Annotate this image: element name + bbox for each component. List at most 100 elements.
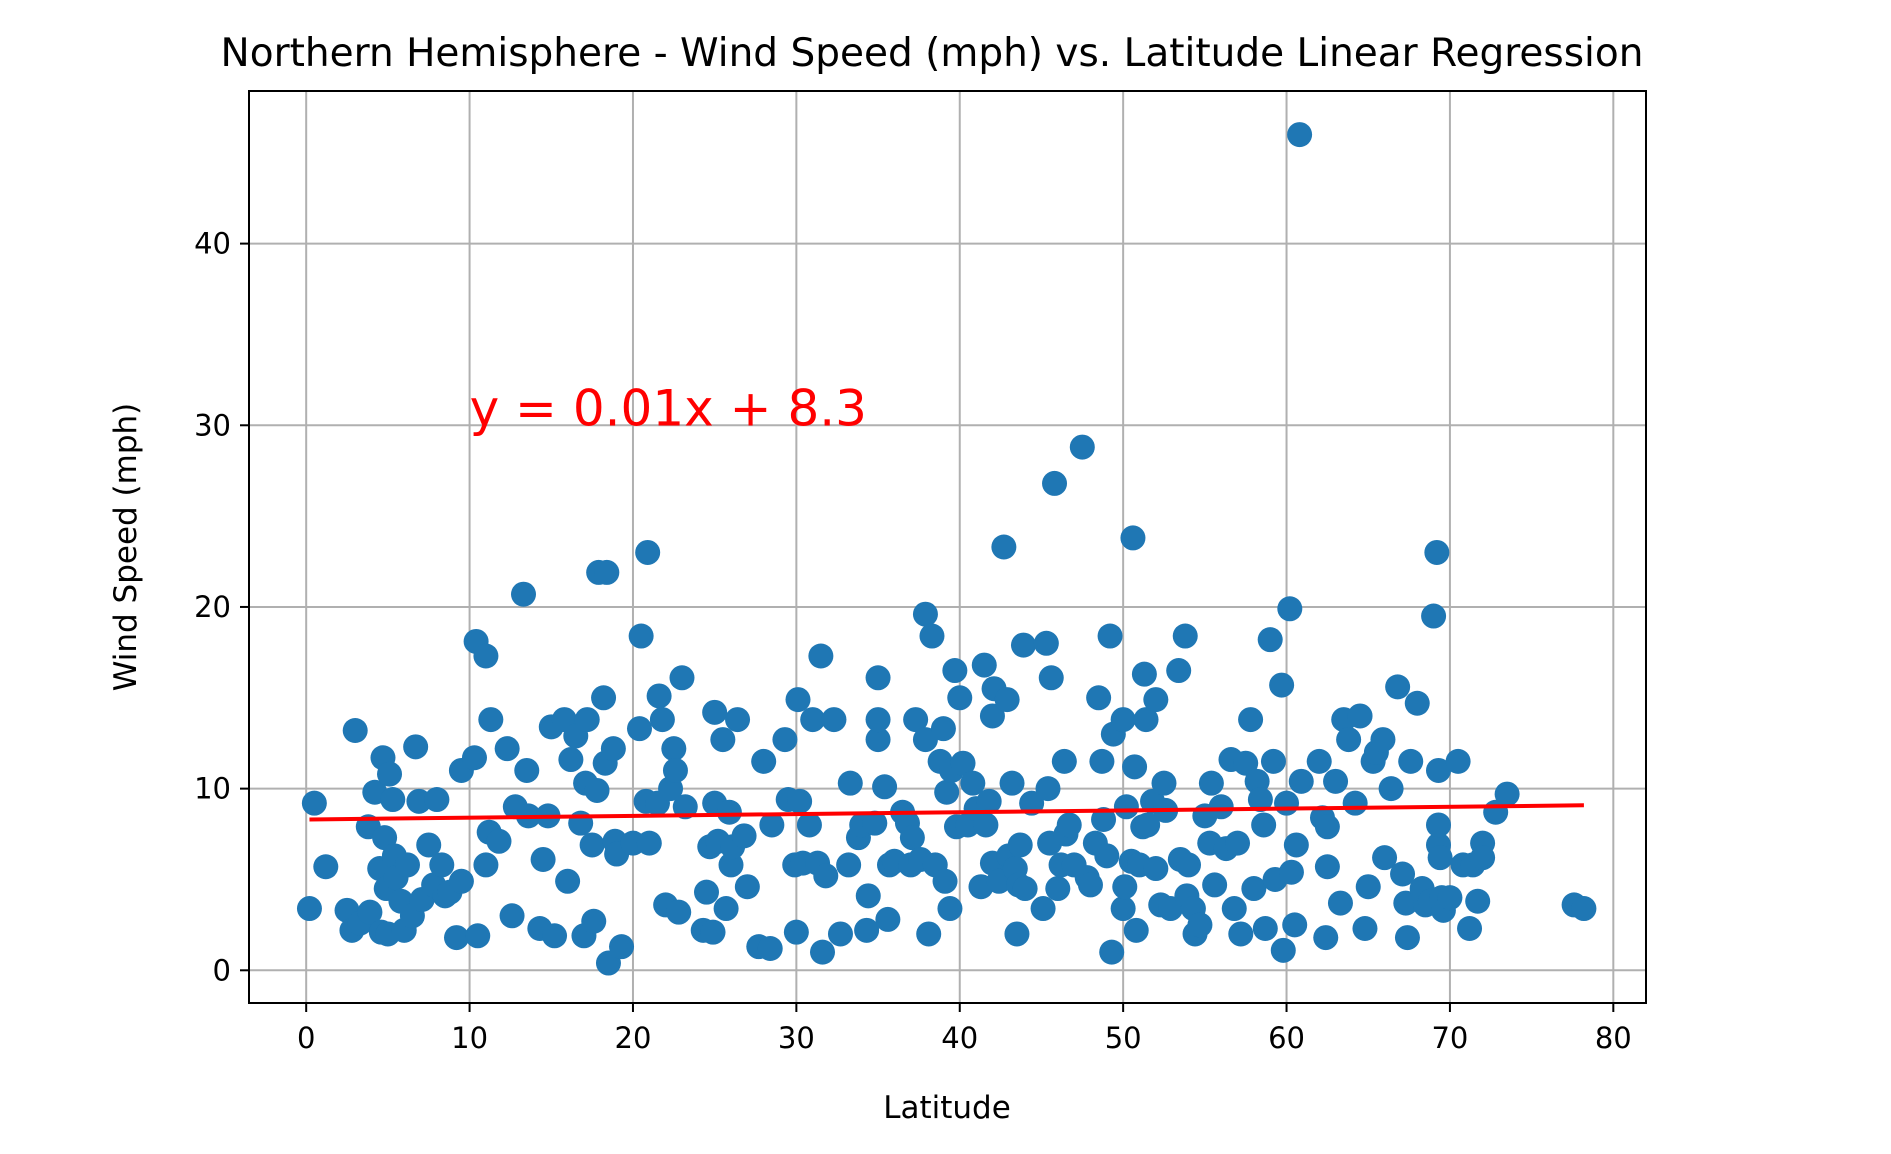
data-point [1198,770,1224,796]
data-point [1385,674,1411,700]
regression-line-group [309,803,1584,822]
data-point [662,757,688,783]
data-point [1151,770,1177,796]
data-point [1094,843,1120,869]
data-point [1247,787,1273,813]
data-point [627,716,653,742]
data-point [600,736,626,762]
x-tick-label: 50 [1105,1021,1142,1055]
data-point [1176,852,1202,878]
data-point [1283,832,1309,858]
data-point [1252,916,1278,942]
data-point [1465,888,1491,914]
data-point [1010,632,1036,658]
data-point [1077,872,1103,898]
data-point [994,687,1020,713]
data-point [342,717,368,743]
data-point [473,852,499,878]
data-point [1089,748,1115,774]
data-point [661,736,687,762]
data-point [301,790,327,816]
data-point [1269,672,1295,698]
data-point [785,687,811,713]
data-point [555,868,581,894]
data-point [530,846,556,872]
data-point [1113,794,1139,820]
data-point [947,685,973,711]
data-point [478,707,504,733]
regression-line [309,803,1584,822]
axis-ticks: 0 10 20 30 40 50 60 70 80 0 10 20 30 40 [194,227,1632,1055]
data-point [429,852,455,878]
y-axis-label: Wind Speed (mph) [108,403,144,692]
x-tick-label: 70 [1431,1021,1468,1055]
data-point [1494,781,1520,807]
data-point [1007,832,1033,858]
data-point [950,750,976,776]
data-point [646,683,672,709]
data-point [1238,707,1264,733]
data-point [1355,874,1381,900]
data-point [1288,768,1314,794]
x-axis-label: Latitude [883,1090,1011,1126]
data-point [1033,630,1059,656]
data-point [444,925,470,951]
data-point [1030,896,1056,922]
data-point [855,883,881,909]
data-point [1394,925,1420,951]
data-point [937,896,963,922]
data-point [609,934,635,960]
data-point [635,539,661,565]
data-point [1352,916,1378,942]
data-point [1012,876,1038,902]
x-tick-label: 20 [615,1021,652,1055]
regression-equation: y = 0.01x + 8.3 [470,379,867,437]
data-point [1306,748,1332,774]
data-point [693,879,719,905]
y-tick-label: 0 [213,953,231,987]
data-point [930,716,956,742]
data-point [1342,790,1368,816]
data-point [942,658,968,684]
data-point [1336,727,1362,753]
data-point [1110,896,1136,922]
data-point [1457,916,1483,942]
data-point [971,652,997,678]
data-point [899,825,925,851]
data-point [1110,707,1136,733]
data-point [999,770,1025,796]
data-point [1202,872,1228,898]
data-point [1225,830,1251,856]
data-point [800,707,826,733]
data-point [865,665,891,691]
data-point [1069,434,1095,460]
data-point [1038,665,1064,691]
y-tick-label: 10 [194,772,231,806]
data-point [1233,750,1259,776]
data-point [862,810,888,836]
data-point [672,794,698,820]
data-point [1208,794,1234,820]
data-point [666,899,692,925]
data-point [1260,748,1286,774]
data-point [1135,812,1161,838]
x-tick-label: 0 [297,1021,315,1055]
data-point [669,665,695,691]
data-point [836,852,862,878]
data-point [875,906,901,932]
y-tick-label: 40 [194,227,231,261]
data-point [1228,921,1254,947]
data-point [403,734,429,760]
data-point [1277,596,1303,622]
data-point [1143,856,1169,882]
data-point [710,727,736,753]
x-tick-label: 60 [1268,1021,1305,1055]
data-point [979,703,1005,729]
data-point [1393,890,1419,916]
data-point [1404,690,1430,716]
data-point [1241,876,1267,902]
data-point [1035,776,1061,802]
data-point [649,707,675,733]
data-point [991,534,1017,560]
